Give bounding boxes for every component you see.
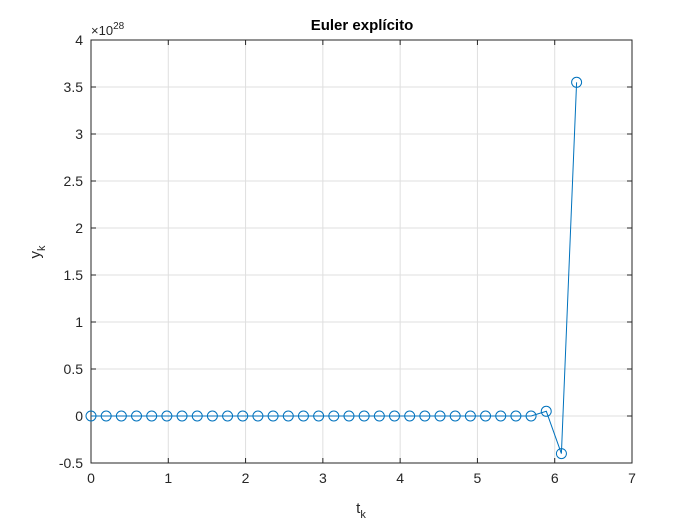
x-tick-label: 3	[319, 470, 327, 486]
data-point	[525, 410, 537, 422]
data-point	[449, 410, 461, 422]
y-tick-label: -0.5	[59, 455, 83, 471]
chart-title: Euler explícito	[311, 17, 414, 34]
axes-box	[90, 39, 633, 464]
data-point	[115, 410, 127, 422]
data-point	[495, 410, 507, 422]
data-point	[555, 448, 567, 460]
data-point	[464, 410, 476, 422]
y-tick-label: 4	[75, 32, 83, 48]
data-point	[252, 410, 264, 422]
data-point	[85, 410, 97, 422]
y-tick-label: 3.5	[64, 79, 84, 95]
data-point	[297, 410, 309, 422]
y-axis-label: yk	[27, 245, 48, 259]
data-point	[191, 410, 203, 422]
y-tick-label: 2.5	[64, 173, 84, 189]
data-point	[358, 410, 370, 422]
x-tick-label: 1	[164, 470, 172, 486]
data-point	[404, 410, 416, 422]
data-point	[146, 410, 158, 422]
data-point	[419, 410, 431, 422]
x-axis-label: tk	[356, 500, 366, 521]
x-tick-label: 5	[474, 470, 482, 486]
data-point	[237, 410, 249, 422]
data-point	[313, 410, 325, 422]
data-point	[480, 410, 492, 422]
x-tick-label: 2	[242, 470, 250, 486]
data-point	[282, 410, 294, 422]
data-point	[571, 76, 583, 88]
data-point	[328, 410, 340, 422]
data-point	[222, 410, 234, 422]
y-tick-label: 3	[75, 126, 83, 142]
y-tick-label: 1.5	[64, 267, 84, 283]
data-point	[206, 410, 218, 422]
x-axis-label-base: t	[356, 500, 361, 517]
data-point	[176, 410, 188, 422]
x-tick-label: 6	[551, 470, 559, 486]
data-point	[373, 410, 385, 422]
data-point	[540, 405, 552, 417]
data-point	[100, 410, 112, 422]
data-point	[510, 410, 522, 422]
data-point	[434, 410, 446, 422]
y-tick-label: 1	[75, 314, 83, 330]
y-tick-label: 0.5	[64, 361, 84, 377]
x-tick-label: 4	[396, 470, 404, 486]
y-axis-label-base: y	[27, 251, 44, 259]
x-axis-label-sub: k	[360, 509, 366, 521]
x-tick-label: 7	[628, 470, 636, 486]
x-tick-label: 0	[87, 470, 95, 486]
y-exponent-label: ×1028	[91, 21, 125, 38]
y-axis-label-sub: k	[36, 245, 48, 251]
y-exponent-power: 28	[113, 21, 125, 32]
data-point	[131, 410, 143, 422]
data-point	[343, 410, 355, 422]
data-point	[267, 410, 279, 422]
data-point	[389, 410, 401, 422]
y-exponent-base: ×10	[91, 23, 113, 38]
y-tick-label: 0	[75, 408, 83, 424]
ticks: 0 1 2 3 4 5 6 7-0.500.511.522.533.54	[59, 32, 636, 486]
data-point	[161, 410, 173, 422]
series	[85, 76, 583, 460]
y-tick-label: 2	[75, 220, 83, 236]
